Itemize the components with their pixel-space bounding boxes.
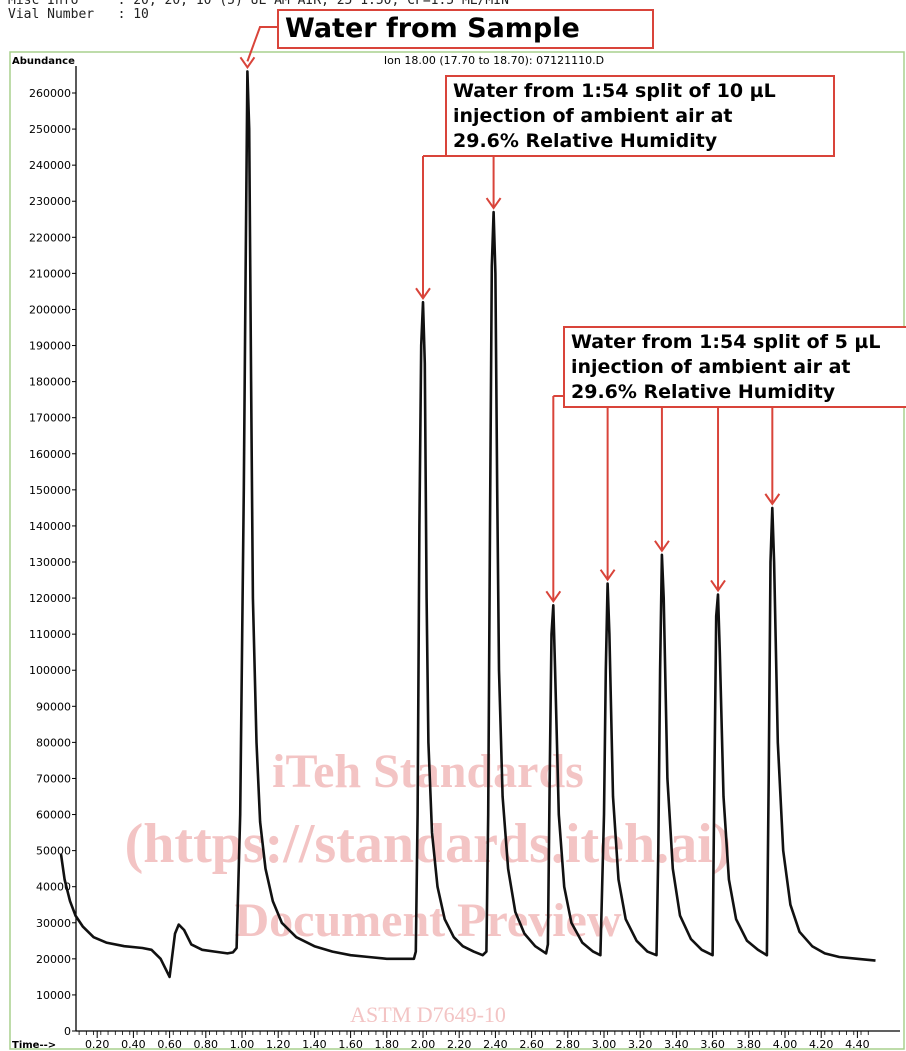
plot-frame bbox=[9, 51, 905, 1050]
annotation-5ul-line-3: 29.6% Relative Humidity bbox=[571, 381, 836, 403]
y-tick-label: 0 bbox=[64, 1025, 71, 1038]
y-tick-label: 190000 bbox=[29, 340, 71, 353]
x-tick-label: 2.40 bbox=[483, 1038, 508, 1051]
annotation-5ul-line-2: injection of ambient air at bbox=[571, 356, 851, 378]
annotation-5ul-line-1: Water from 1:54 split of 5 µL bbox=[571, 331, 881, 353]
x-tick-label: 1.80 bbox=[375, 1038, 400, 1051]
x-tick-label: 3.00 bbox=[592, 1038, 617, 1051]
y-tick-label: 260000 bbox=[29, 87, 71, 100]
chart-title: Ion 18.00 (17.70 to 18.70): 07121110.D bbox=[384, 54, 604, 67]
annotation-water-from-sample: Water from Sample bbox=[277, 9, 654, 49]
x-axis-label: Time--> bbox=[12, 1040, 56, 1051]
x-tick-label: 3.80 bbox=[737, 1038, 762, 1051]
y-tick-label: 200000 bbox=[29, 303, 71, 316]
x-tick-label: 1.20 bbox=[266, 1038, 291, 1051]
y-tick-label: 100000 bbox=[29, 664, 71, 677]
y-tick-label: 250000 bbox=[29, 123, 71, 136]
y-tick-label: 10000 bbox=[36, 989, 71, 1002]
annotation-10ul-line-2: injection of ambient air at bbox=[453, 105, 733, 127]
chromatogram-trace bbox=[59, 70, 876, 979]
y-tick-label: 90000 bbox=[36, 700, 71, 713]
watermark-line-2: (https://standards.iteh.ai) bbox=[125, 813, 732, 875]
y-tick-label: 180000 bbox=[29, 376, 71, 389]
x-tick-label: 0.60 bbox=[157, 1038, 182, 1051]
x-tick-label: 4.00 bbox=[773, 1038, 798, 1051]
y-tick-label: 130000 bbox=[29, 556, 71, 569]
annotation-main-text: Water from Sample bbox=[285, 13, 580, 44]
y-tick-label: 170000 bbox=[29, 412, 71, 425]
y-tick-label: 50000 bbox=[36, 845, 71, 858]
watermark-line-3: Document Preview bbox=[235, 894, 622, 947]
y-tick-label: 110000 bbox=[29, 628, 71, 641]
x-tick-label: 3.40 bbox=[664, 1038, 689, 1051]
y-tick-label: 240000 bbox=[29, 159, 71, 172]
x-tick-label: 3.20 bbox=[628, 1038, 653, 1051]
x-tick-label: 2.20 bbox=[447, 1038, 472, 1051]
y-tick-label: 30000 bbox=[36, 917, 71, 930]
y-tick-label: 230000 bbox=[29, 195, 71, 208]
annotation-10ul-line-1: Water from 1:54 split of 10 µL bbox=[453, 80, 776, 102]
annotation-arrowhead bbox=[710, 579, 726, 593]
annotation-arrowhead bbox=[599, 569, 616, 582]
annotation-10ul-line-3: 29.6% Relative Humidity bbox=[453, 130, 718, 152]
misc-info-line: Misc Info : 20, 20, 10 (5) UL AM AIR, 25… bbox=[8, 0, 509, 8]
annotation-arrowhead bbox=[654, 540, 670, 553]
y-axis-label: Abundance bbox=[12, 56, 75, 67]
y-tick-label: 60000 bbox=[36, 809, 71, 822]
x-tick-label: 2.60 bbox=[519, 1038, 544, 1051]
y-tick-label: 120000 bbox=[29, 592, 71, 605]
x-tick-label: 0.80 bbox=[194, 1038, 219, 1051]
y-tick-label: 40000 bbox=[36, 881, 71, 894]
annotation-leader-main bbox=[246, 26, 277, 62]
y-tick-label: 210000 bbox=[29, 267, 71, 280]
x-tick-label: 0.20 bbox=[85, 1038, 110, 1051]
y-tick-label: 160000 bbox=[29, 448, 71, 461]
x-tick-label: 2.80 bbox=[556, 1038, 581, 1051]
y-tick-label: 20000 bbox=[36, 953, 71, 966]
annotation-arrowhead bbox=[545, 590, 562, 604]
x-tick-label: 4.20 bbox=[809, 1038, 834, 1051]
x-tick-label: 1.60 bbox=[338, 1038, 363, 1051]
y-tick-label: 150000 bbox=[29, 484, 71, 497]
y-tick-label: 140000 bbox=[29, 520, 71, 533]
vial-number-line: Vial Number : 10 bbox=[8, 7, 149, 22]
x-tick-label: 3.60 bbox=[700, 1038, 725, 1051]
annotation-arrowhead bbox=[415, 287, 431, 300]
annotation-10ul-injection: Water from 1:54 split of 10 µL injection… bbox=[445, 75, 835, 157]
annotation-arrowhead bbox=[764, 493, 781, 506]
y-tick-label: 220000 bbox=[29, 231, 71, 244]
x-tick-label: 2.00 bbox=[411, 1038, 436, 1051]
annotation-5ul-injection: Water from 1:54 split of 5 µL injection … bbox=[563, 326, 906, 408]
x-tick-label: 4.40 bbox=[845, 1038, 870, 1051]
x-tick-label: 1.00 bbox=[230, 1038, 255, 1051]
x-tick-label: 1.40 bbox=[302, 1038, 327, 1051]
annotation-arrowhead bbox=[239, 56, 256, 70]
watermark-line-4: ASTM D7649-10 bbox=[350, 1002, 506, 1027]
y-tick-label: 70000 bbox=[36, 772, 71, 785]
annotation-arrowhead bbox=[485, 197, 502, 210]
x-tick-label: 0.40 bbox=[121, 1038, 146, 1051]
y-tick-label: 80000 bbox=[36, 736, 71, 749]
